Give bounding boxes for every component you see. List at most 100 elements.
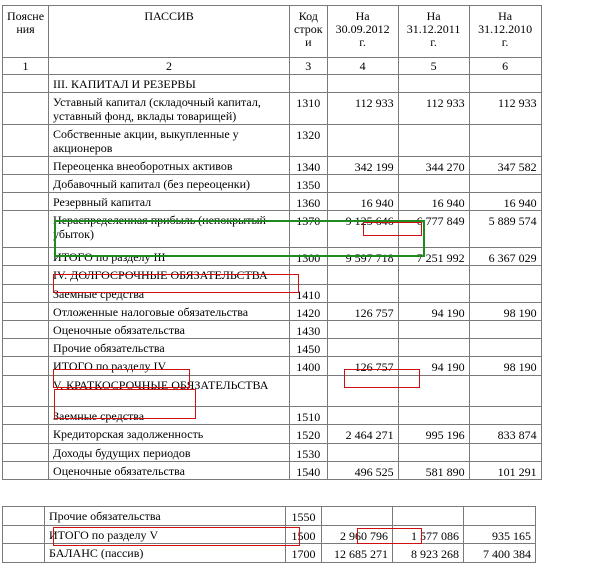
- explanation-cell: [1, 406, 50, 425]
- table-row: ИТОГО по разделу IV 1400 126 757 94 190 98 1…: [1, 356, 542, 376]
- table-row: Добавочный капитал (без переоценки) 1350: [1, 174, 542, 193]
- row-label: Резервный капитал: [48, 192, 291, 211]
- value-2011-12-31: [397, 443, 470, 462]
- explanation-cell: [2, 543, 45, 563]
- row-code: 1550: [285, 506, 322, 526]
- value-2011-12-31: 995 196: [397, 424, 470, 444]
- table-row: Оценочные обязательства 1430: [1, 320, 542, 339]
- row-code: 1350: [289, 174, 328, 193]
- table-row: БАЛАНС (пассив) 1700 12 685 271 8 923 268 7 …: [2, 543, 536, 563]
- explanation-cell: [1, 156, 50, 175]
- value-2010-12-31: 5 889 574: [468, 210, 542, 248]
- value-2012-09-30: [326, 124, 399, 157]
- table-row: ИТОГО по разделу V 1500 2 960 796 1 577 086…: [2, 525, 536, 544]
- row-label: IV. ДОЛГОСРОЧНЫЕ ОБЯЗАТЕЛЬСТВА: [48, 265, 291, 285]
- table-row: Собственные акции, выкупленные у акционе…: [1, 124, 542, 157]
- row-label: Кредиторская задолженность: [48, 424, 291, 444]
- column-number: 6: [468, 57, 542, 75]
- row-label: Прочие обязательства: [48, 338, 291, 357]
- column-number: 2: [48, 57, 291, 75]
- header-rows: Поясне ния ПАССИВ Код строк и На 30.09.2…: [1, 5, 542, 75]
- explanation-cell: [1, 265, 50, 285]
- row-label: Уставный капитал (складочный капитал, ус…: [48, 92, 291, 125]
- table-row: III. КАПИТАЛ И РЕЗЕРВЫ: [1, 74, 542, 93]
- main-rows: III. КАПИТАЛ И РЕЗЕРВЫ Уставный капитал (…: [1, 74, 542, 480]
- explanation-cell: [1, 192, 50, 211]
- value-2012-09-30: 16 940: [326, 192, 399, 211]
- row-code: 1530: [289, 443, 328, 462]
- row-code: [289, 74, 328, 93]
- value-2010-12-31: 347 582: [468, 156, 542, 175]
- value-2010-12-31: [468, 124, 542, 157]
- header-explanations: Поясне ния: [1, 5, 50, 58]
- value-2010-12-31: 7 400 384: [463, 543, 536, 563]
- row-code: 1540: [289, 461, 328, 480]
- value-2011-12-31: [397, 284, 470, 303]
- row-label: III. КАПИТАЛ И РЕЗЕРВЫ: [48, 74, 291, 93]
- value-2012-09-30: [326, 265, 399, 285]
- value-2010-12-31: [468, 320, 542, 339]
- table-row: Резервный капитал 1360 16 940 16 940 16 940: [1, 192, 542, 211]
- column-number: 4: [326, 57, 399, 75]
- header-liabilities: ПАССИВ: [48, 5, 291, 58]
- value-2012-09-30: [326, 338, 399, 357]
- value-2011-12-31: 94 190: [397, 356, 470, 376]
- table-row: Кредиторская задолженность 1520 2 464 271 9…: [1, 424, 542, 444]
- value-2011-12-31: [397, 320, 470, 339]
- value-2012-09-30: 126 757: [326, 356, 399, 376]
- explanation-cell: [1, 92, 50, 125]
- row-label: ИТОГО по разделу III: [48, 247, 291, 266]
- row-label: ИТОГО по разделу V: [44, 525, 286, 544]
- explanation-cell: [1, 375, 50, 407]
- value-2011-12-31: [397, 265, 470, 285]
- value-2012-09-30: [326, 443, 399, 462]
- row-code: 1310: [289, 92, 328, 125]
- table-row: Уставный капитал (складочный капитал, ус…: [1, 92, 542, 125]
- balance-liabilities-table-continued: Прочие обязательства 1550 ИТОГО по разделу…: [2, 506, 536, 563]
- value-2010-12-31: [468, 443, 542, 462]
- row-label: Оценочные обязательства: [48, 461, 291, 480]
- value-2010-12-31: 6 367 029: [468, 247, 542, 266]
- value-2012-09-30: [326, 406, 399, 425]
- explanation-cell: [1, 74, 50, 93]
- row-label: Доходы будущих периодов: [48, 443, 291, 462]
- row-label: Заемные средства: [48, 406, 291, 425]
- value-2012-09-30: [326, 284, 399, 303]
- value-2010-12-31: 98 190: [468, 302, 542, 321]
- value-2011-12-31: [397, 124, 470, 157]
- row-code: 1520: [289, 424, 328, 444]
- value-2011-12-31: 16 940: [397, 192, 470, 211]
- row-code: 1370: [289, 210, 328, 248]
- value-2012-09-30: [326, 74, 399, 93]
- value-2012-09-30: 342 199: [326, 156, 399, 175]
- value-2011-12-31: [397, 375, 470, 407]
- header-line-code: Код строк и: [289, 5, 328, 58]
- explanation-cell: [1, 424, 50, 444]
- value-2011-12-31: [397, 174, 470, 193]
- value-2012-09-30: 126 757: [326, 302, 399, 321]
- value-2010-12-31: [468, 406, 542, 425]
- row-code: 1430: [289, 320, 328, 339]
- header-date-2010: На 31.12.2010 г.: [468, 5, 542, 58]
- explanation-cell: [1, 320, 50, 339]
- table-row: Оценочные обязательства 1540 496 525 581 89…: [1, 461, 542, 480]
- value-2012-09-30: 2 960 796: [321, 525, 393, 544]
- row-code: 1510: [289, 406, 328, 425]
- row-code: 1320: [289, 124, 328, 157]
- value-2010-12-31: 112 933: [468, 92, 542, 125]
- explanation-cell: [1, 461, 50, 480]
- value-2012-09-30: 2 464 271: [326, 424, 399, 444]
- row-code: 1360: [289, 192, 328, 211]
- table-row: Нераспределенная прибыль (непокрытый убы…: [1, 210, 542, 248]
- row-label: Переоценка внеоборотных активов: [48, 156, 291, 175]
- value-2010-12-31: [468, 284, 542, 303]
- explanation-cell: [1, 302, 50, 321]
- column-number: 5: [397, 57, 470, 75]
- table-row: IV. ДОЛГОСРОЧНЫЕ ОБЯЗАТЕЛЬСТВА: [1, 265, 542, 285]
- value-2012-09-30: [326, 375, 399, 407]
- value-2011-12-31: 112 933: [397, 92, 470, 125]
- row-code: 1450: [289, 338, 328, 357]
- table-row: Прочие обязательства 1450: [1, 338, 542, 357]
- value-2011-12-31: 6 777 849: [397, 210, 470, 248]
- value-2010-12-31: [468, 174, 542, 193]
